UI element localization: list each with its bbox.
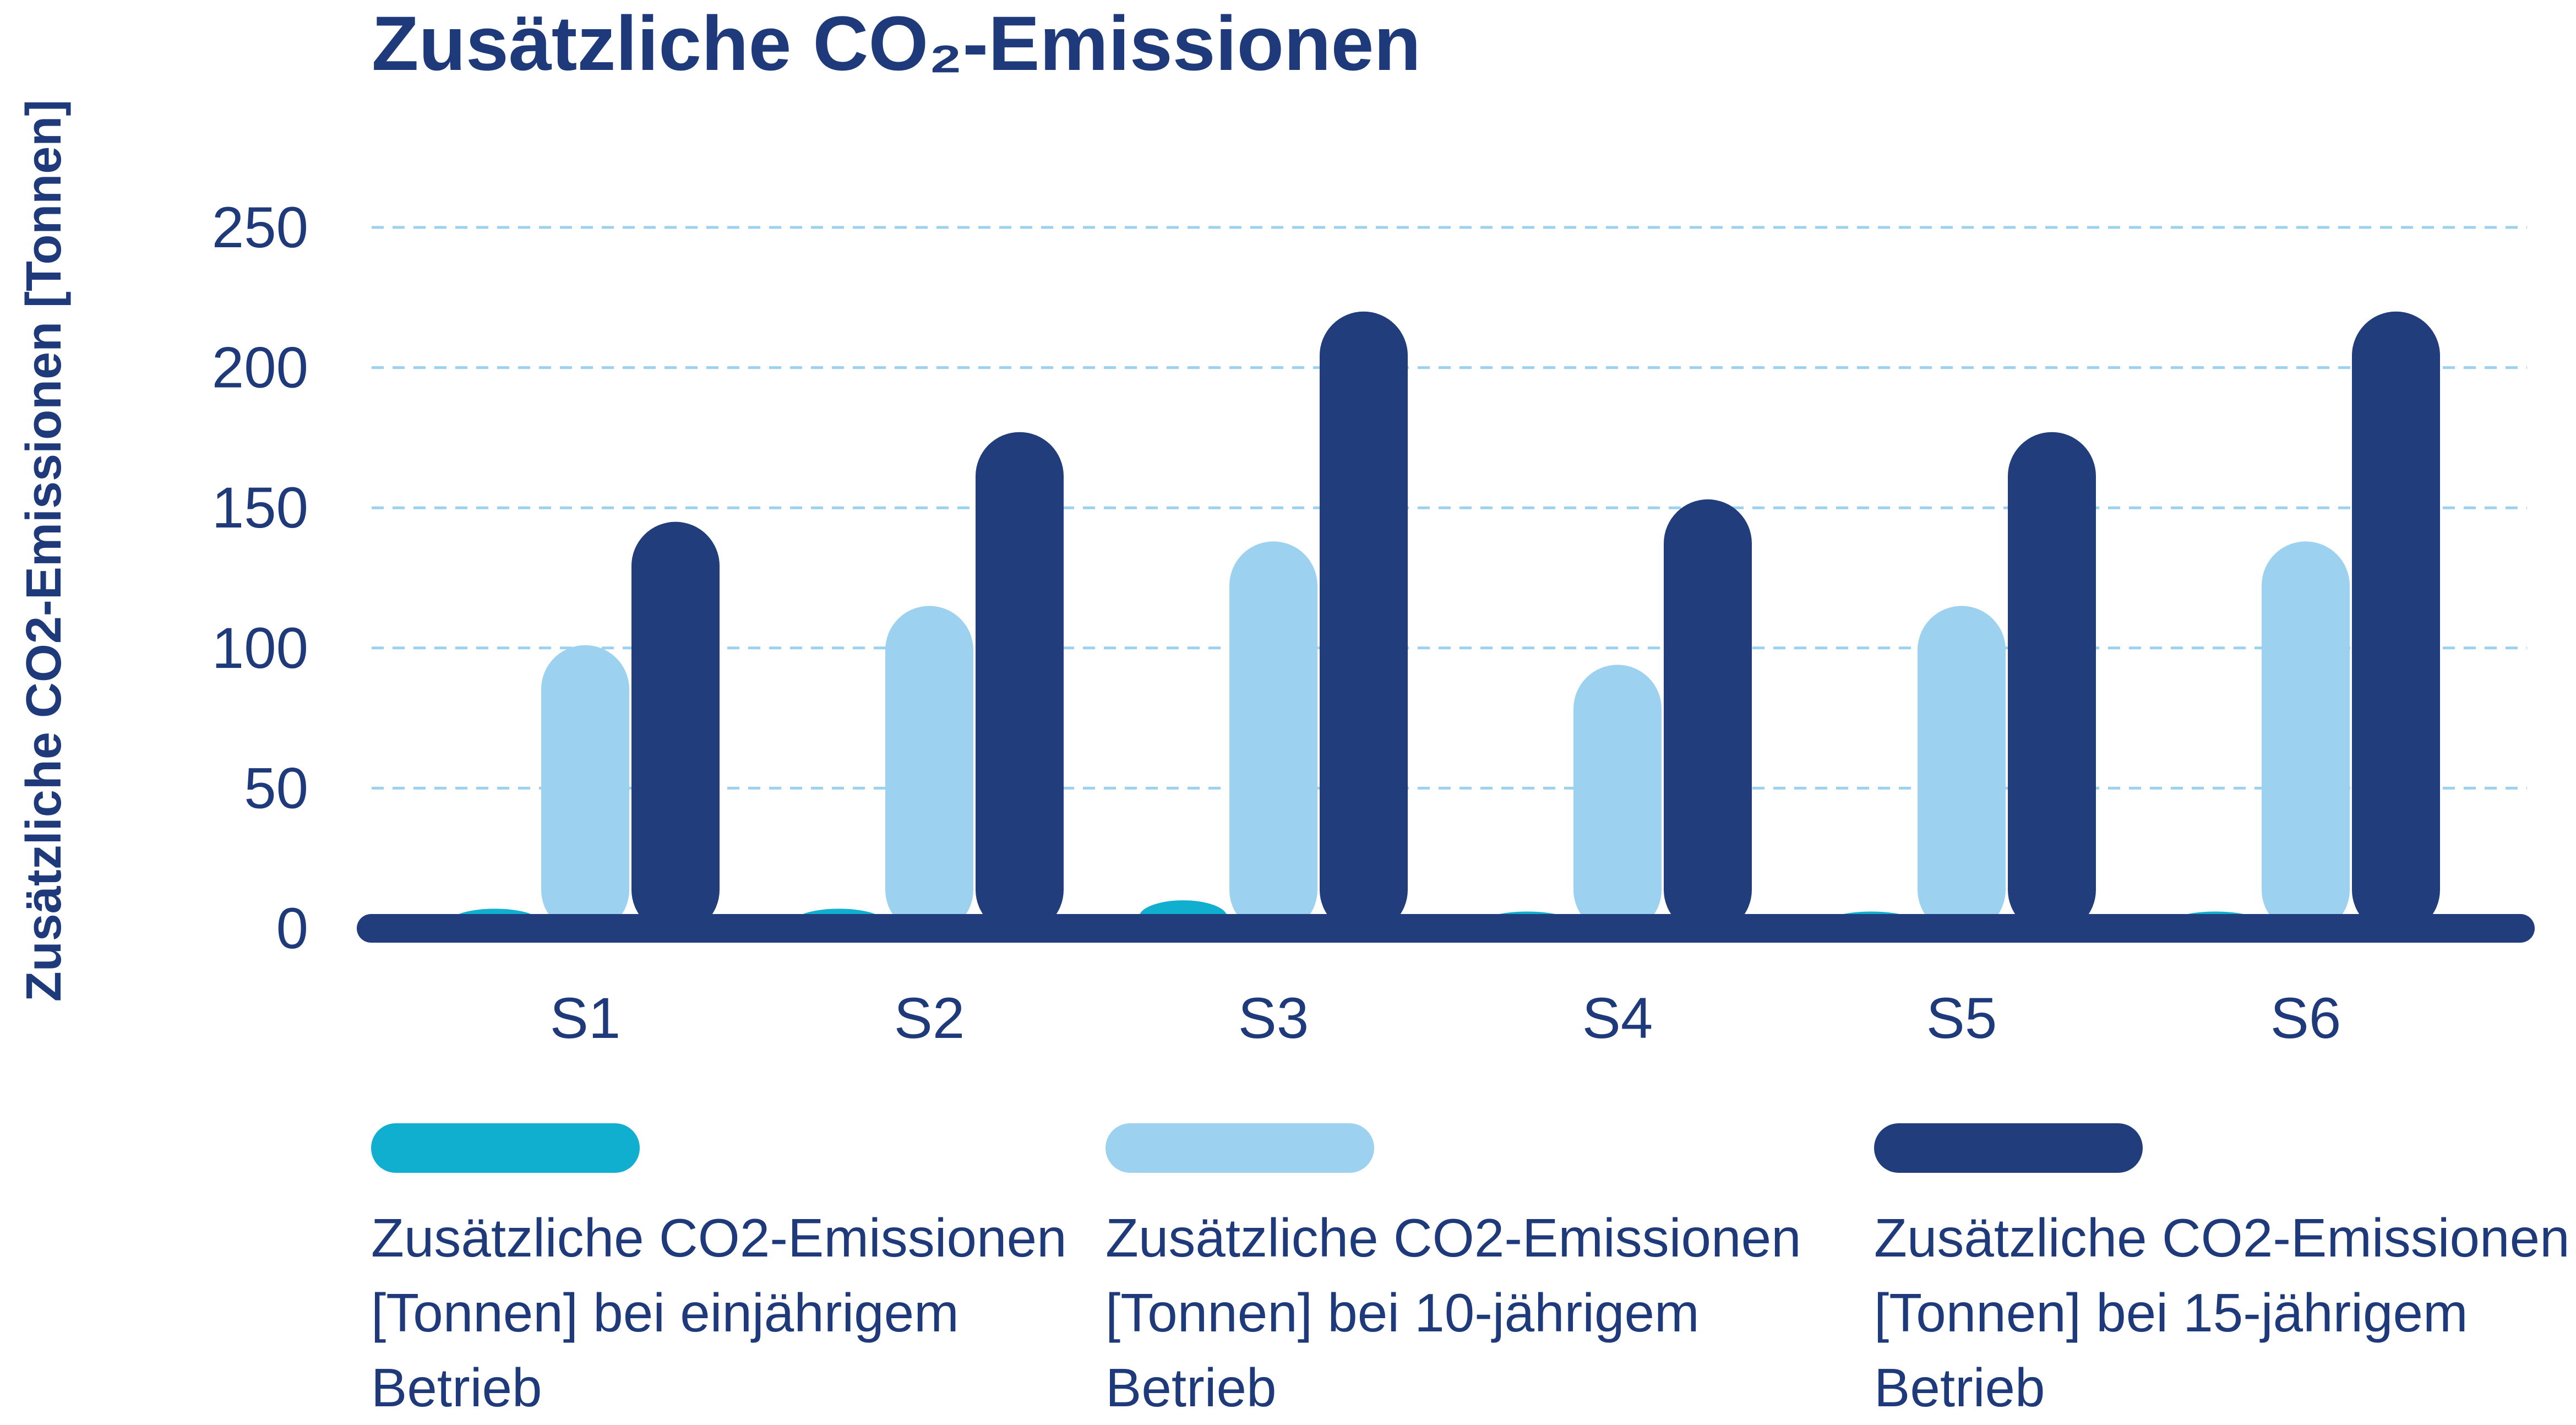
grid-lines <box>372 226 2527 790</box>
legend-item-1: Zusätzliche CO2-Emissionen [Tonnen] bei … <box>371 1123 1142 1425</box>
legend-swatch-2 <box>1105 1123 1374 1173</box>
y-tick-label: 250 <box>212 195 308 260</box>
bars <box>451 311 2440 934</box>
x-tick-label: S2 <box>894 986 965 1051</box>
y-axis-label: Zusätzliche CO2-Emissionen [Tonnen] <box>17 100 72 1002</box>
y-tick-label: 0 <box>276 896 308 961</box>
y-tick-labels: 0 50 100 150 200 250 <box>212 195 308 961</box>
legend-label-2: Zusätzliche CO2-Emissionen [Tonnen] bei … <box>1105 1208 1801 1418</box>
bar-S3-series-3 <box>1320 311 1408 934</box>
x-tick-label: S5 <box>1926 986 1997 1051</box>
x-tick-label: S3 <box>1238 986 1309 1051</box>
bar-S6-series-3 <box>2352 311 2440 934</box>
bar-S1-series-2 <box>541 645 629 934</box>
bar-S4-series-3 <box>1664 499 1752 934</box>
y-tick-label: 100 <box>212 616 308 681</box>
bar-S4-series-2 <box>1573 665 1662 934</box>
x-tick-label: S4 <box>1582 986 1653 1051</box>
x-tick-label: S6 <box>2270 986 2341 1051</box>
bar-S6-series-2 <box>2262 541 2350 934</box>
bar-S3-series-2 <box>1229 541 1317 934</box>
x-tick-labels: S1 S2 S3 S4 S5 S6 <box>550 986 2341 1051</box>
x-axis-line <box>357 914 2535 943</box>
x-tick-label: S1 <box>550 986 620 1051</box>
chart-title: Zusätzliche CO₂-Emissionen <box>372 0 1421 86</box>
legend-label-1: Zusätzliche CO2-Emissionen [Tonnen] bei … <box>371 1208 1067 1418</box>
y-tick-label: 50 <box>244 756 308 820</box>
legend-item-2: Zusätzliche CO2-Emissionen [Tonnen] bei … <box>1105 1123 1876 1425</box>
bar-S2-series-3 <box>976 432 1064 934</box>
legend-label-3: Zusätzliche CO2-Emissionen [Tonnen] bei … <box>1874 1208 2570 1418</box>
legend-swatch-3 <box>1874 1123 2143 1173</box>
bar-S5-series-3 <box>2008 432 2096 934</box>
y-tick-label: 150 <box>212 476 308 540</box>
bar-S2-series-2 <box>885 606 973 934</box>
legend-swatch-1 <box>371 1123 640 1173</box>
bar-S5-series-2 <box>1918 606 2006 934</box>
y-tick-label: 200 <box>212 336 308 400</box>
legend-item-3: Zusätzliche CO2-Emissionen [Tonnen] bei … <box>1874 1123 2576 1425</box>
bar-S1-series-3 <box>631 521 720 934</box>
